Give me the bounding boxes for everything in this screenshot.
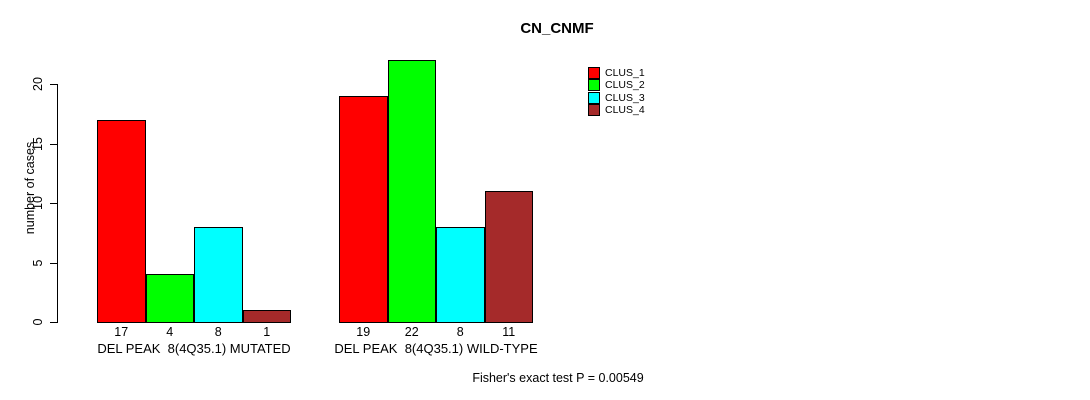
bar-clus_3-group2 <box>436 226 485 323</box>
x-axis-group-label: DEL PEAK 8(4Q35.1) MUTATED <box>97 341 291 356</box>
bar-value-label: 8 <box>214 325 222 339</box>
x-axis-group-label: DEL PEAK 8(4Q35.1) WILD-TYPE <box>334 341 538 356</box>
y-axis-line <box>57 84 58 323</box>
legend-label: CLUS_4 <box>605 104 645 117</box>
legend-item-clus_2: CLUS_2 <box>588 79 645 92</box>
legend-label: CLUS_2 <box>605 79 645 92</box>
bar-clus_4-group1 <box>242 310 291 323</box>
bar-value-label: 8 <box>456 325 464 339</box>
y-tick-mark <box>50 322 57 323</box>
bar-clus_2-group1 <box>145 274 194 323</box>
bar-value-label: 1 <box>263 325 271 339</box>
legend-swatch-clus_2 <box>588 79 600 92</box>
legend-swatch-clus_4 <box>588 104 600 117</box>
bar-value-label: 22 <box>404 325 419 339</box>
legend: CLUS_1 CLUS_2 CLUS_3 CLUS_4 <box>588 67 645 117</box>
legend-item-clus_1: CLUS_1 <box>588 67 645 79</box>
bar-value-label: 17 <box>114 325 129 339</box>
legend-item-clus_4: CLUS_4 <box>588 104 645 117</box>
bar-value-label: 4 <box>166 325 174 339</box>
bar-value-label: 19 <box>356 325 371 339</box>
fisher-test-annotation: Fisher's exact test P = 0.00549 <box>472 371 644 385</box>
bar-clus_4-group2 <box>484 191 533 323</box>
chart-title: CN_CNMF <box>520 20 594 37</box>
bar-clus_2-group2 <box>387 60 436 323</box>
bar-clus_1-group1 <box>97 119 146 323</box>
legend-label: CLUS_1 <box>605 67 645 79</box>
y-tick-mark <box>50 262 57 264</box>
y-tick-mark <box>50 203 57 204</box>
legend-item-clus_3: CLUS_3 <box>588 91 645 104</box>
legend-swatch-clus_3 <box>588 91 600 104</box>
y-axis-title: number of cases <box>23 141 37 235</box>
bar-clus_3-group1 <box>194 226 243 323</box>
bar-clus_1-group2 <box>339 95 388 323</box>
y-tick-label: 5 <box>31 259 45 266</box>
y-tick-label: 10 <box>31 196 45 210</box>
y-tick-label: 15 <box>31 136 45 151</box>
y-tick-label: 20 <box>31 77 45 91</box>
y-tick-mark <box>50 143 57 145</box>
bar-value-label: 11 <box>502 325 516 339</box>
y-tick-label: 0 <box>31 318 45 326</box>
y-tick-mark <box>50 84 57 85</box>
legend-swatch-clus_1 <box>588 67 600 79</box>
legend-label: CLUS_3 <box>605 91 645 104</box>
